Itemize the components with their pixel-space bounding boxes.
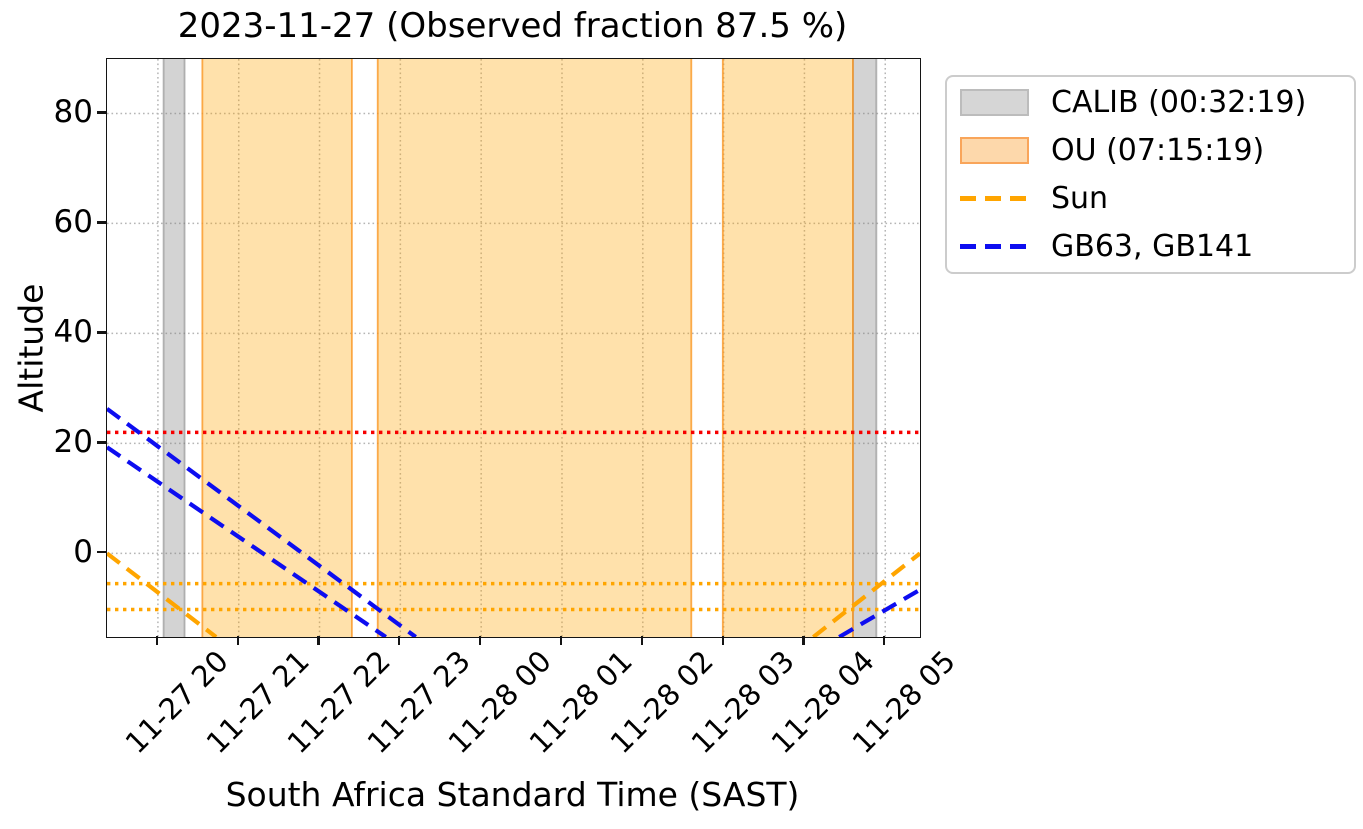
y-tick	[97, 331, 106, 334]
y-tick	[97, 111, 106, 114]
y-tick-label: 20	[53, 424, 93, 461]
legend-item: Sun	[960, 175, 1354, 223]
legend-label: Sun	[1051, 180, 1109, 216]
plot-area	[106, 58, 921, 638]
x-tick	[883, 636, 886, 645]
legend-label: OU (07:15:19)	[1051, 132, 1265, 168]
band-calib	[162, 59, 186, 637]
legend-item: OU (07:15:19)	[960, 127, 1354, 175]
plot-canvas	[107, 59, 920, 637]
legend: CALIB (00:32:19) OU (07:15:19) Sun GB63, GB…	[945, 75, 1356, 274]
x-tick	[559, 636, 563, 645]
y-tick	[97, 441, 106, 444]
x-tick	[155, 636, 158, 645]
x-tick	[398, 636, 401, 645]
y-tick-label: 60	[53, 204, 93, 241]
x-tick	[721, 636, 724, 645]
legend-dashed-line-swatch	[960, 244, 1029, 249]
sun-track-line	[812, 551, 920, 637]
x-tick	[236, 636, 239, 645]
legend-item: GB63, GB141	[960, 223, 1354, 271]
y-tick-label: 0	[73, 534, 93, 571]
y-tick-label: 40	[53, 314, 93, 351]
band-ou	[201, 59, 353, 637]
chart-title: 2023-11-27 (Observed fraction 87.5 %)	[177, 6, 848, 46]
x-axis-label: South Africa Standard Time (SAST)	[225, 775, 800, 814]
legend-patch-swatch	[960, 89, 1029, 116]
x-tick	[479, 636, 482, 645]
band-ou	[721, 59, 854, 637]
y-tick	[97, 551, 106, 554]
legend-label: GB63, GB141	[1051, 228, 1254, 264]
band-ou	[376, 59, 693, 637]
sun-track-line	[107, 551, 218, 637]
legend-item: CALIB (00:32:19)	[960, 79, 1354, 127]
x-tick	[802, 636, 805, 645]
target-track-line	[838, 587, 920, 637]
legend-patch-swatch	[960, 137, 1029, 164]
band-calib	[852, 59, 878, 637]
x-tick	[317, 636, 320, 645]
x-tick	[640, 636, 643, 645]
target-track-line	[107, 445, 387, 637]
y-tick	[97, 221, 106, 224]
legend-label: CALIB (00:32:19)	[1051, 84, 1307, 120]
y-tick-label: 80	[53, 94, 93, 131]
legend-dashed-line-swatch	[960, 196, 1029, 201]
target-track-line	[107, 407, 417, 637]
